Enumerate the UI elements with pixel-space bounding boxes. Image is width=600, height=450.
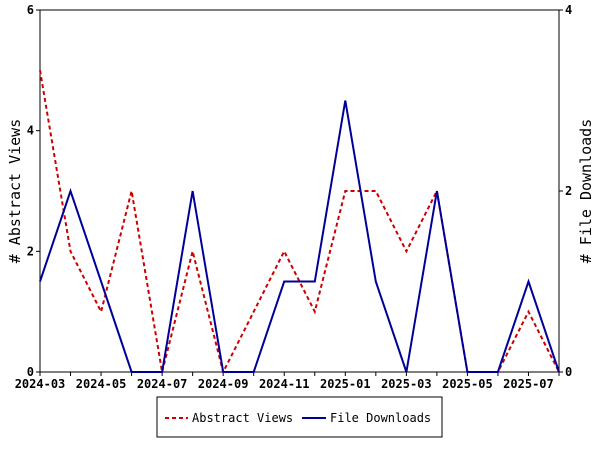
x-tick-label-2024-03: 2024-03 (15, 377, 66, 391)
right-axis-label: # File Downloads (577, 119, 595, 264)
left-tick-label-0: 0 (27, 365, 34, 379)
left-tick-label-2: 2 (27, 244, 34, 258)
legend: Abstract Views File Downloads (156, 396, 443, 438)
left-axis-label: # Abstract Views (6, 119, 24, 264)
x-tick-label-2025-01: 2025-01 (320, 377, 371, 391)
legend-label-abstract-views: Abstract Views (192, 411, 293, 425)
x-tick-label-2025-05: 2025-05 (442, 377, 493, 391)
x-tick-label-2024-05: 2024-05 (76, 377, 127, 391)
right-tick-label-0: 0 (565, 365, 572, 379)
x-tick-label-2025-07: 2025-07 (503, 377, 554, 391)
left-tick-label-4: 4 (27, 124, 34, 138)
x-tick-label-2025-03: 2025-03 (381, 377, 432, 391)
x-tick-label-2024-09: 2024-09 (198, 377, 249, 391)
plot-area: 2024-03 2024-05 2024-07 2024-09 2024-11 2025-… (15, 3, 573, 391)
right-tick-label-4: 4 (565, 3, 572, 17)
legend-box (156, 396, 443, 438)
x-tick-label-2024-11: 2024-11 (259, 377, 310, 391)
right-tick-label-2: 2 (565, 184, 572, 198)
x-tick-label-2024-07: 2024-07 (137, 377, 188, 391)
legend-label-file-downloads: File Downloads (330, 411, 431, 425)
left-tick-label-6: 6 (27, 3, 34, 17)
series-line-file-downloads (39, 100, 560, 373)
